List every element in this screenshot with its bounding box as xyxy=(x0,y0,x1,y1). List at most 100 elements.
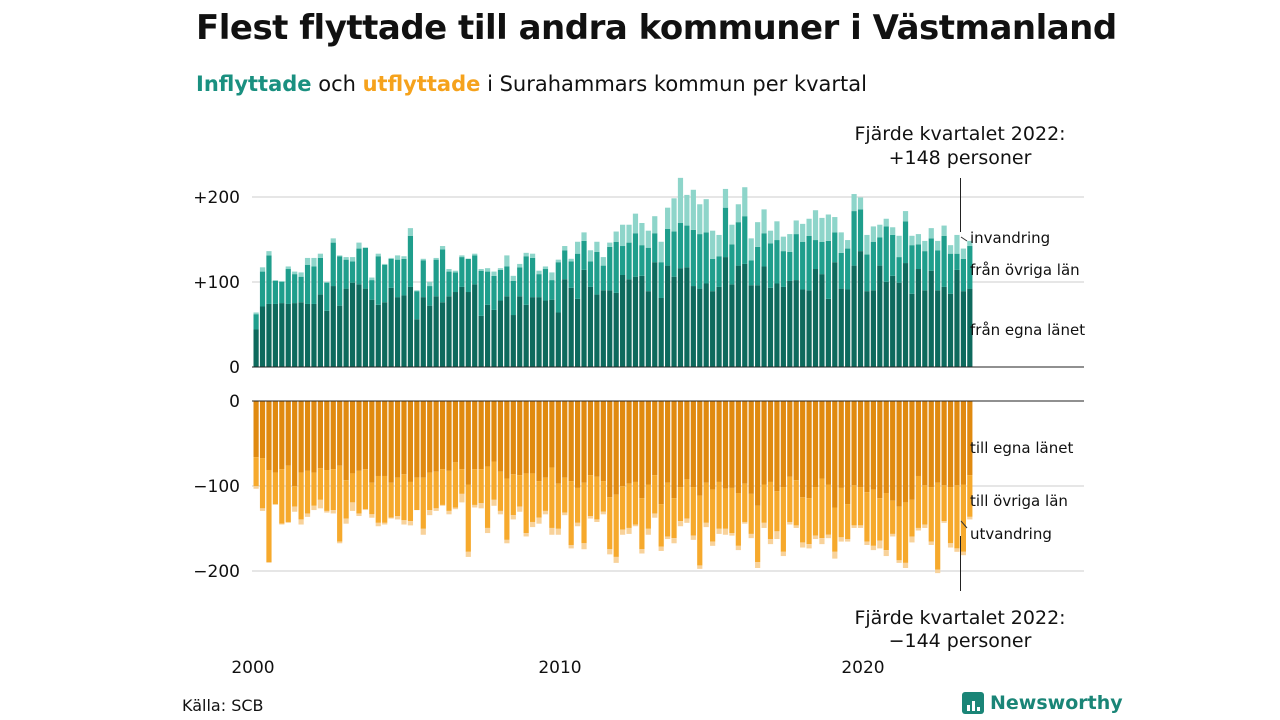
bar-emigration xyxy=(787,521,793,525)
bar-immigration xyxy=(285,266,291,270)
bar-emigration xyxy=(735,545,741,551)
bar-immigration xyxy=(742,187,748,217)
bar-in-own-county xyxy=(272,303,278,367)
bar-immigration xyxy=(870,226,876,242)
y-tick-label-top: 0 xyxy=(229,358,240,378)
bar-in-own-county xyxy=(941,286,947,367)
bar-out-own-county xyxy=(266,401,272,471)
bar-immigration xyxy=(941,225,947,236)
bar-out-other-counties xyxy=(600,481,606,512)
bar-immigration xyxy=(748,238,754,261)
bar-emigration xyxy=(684,518,690,523)
bar-out-own-county xyxy=(600,401,606,482)
bar-in-other-counties xyxy=(742,216,748,264)
bar-emigration xyxy=(343,518,349,524)
bar-out-own-county xyxy=(710,401,716,490)
series-label-top: från egna länet xyxy=(970,321,1085,339)
bar-in-other-counties xyxy=(883,226,889,282)
bar-immigration xyxy=(523,252,529,257)
bar-out-own-county xyxy=(330,401,336,470)
bar-emigration xyxy=(420,528,426,535)
bar-out-other-counties xyxy=(832,507,838,552)
bar-in-own-county xyxy=(607,290,613,367)
bar-immigration xyxy=(292,271,298,275)
bar-immigration xyxy=(575,241,581,254)
bar-in-own-county xyxy=(851,265,857,367)
bar-immigration xyxy=(658,241,664,263)
bar-emigration xyxy=(311,505,317,511)
bar-immigration xyxy=(812,210,819,241)
bar-in-own-county xyxy=(645,291,651,367)
bar-in-own-county xyxy=(420,297,426,367)
bar-immigration xyxy=(510,275,516,281)
bar-immigration xyxy=(259,267,266,272)
bar-in-other-counties xyxy=(825,240,831,299)
bar-emigration xyxy=(510,515,516,520)
bar-emigration xyxy=(523,533,529,537)
bar-in-own-county xyxy=(575,298,581,367)
bar-out-own-county xyxy=(902,401,909,503)
bar-in-own-county xyxy=(896,282,902,367)
bar-out-other-counties xyxy=(504,478,510,540)
bar-out-own-county xyxy=(298,401,304,473)
bar-out-other-counties xyxy=(890,500,896,534)
bar-emigration xyxy=(394,516,401,520)
bar-emigration xyxy=(639,549,645,554)
bar-in-other-counties xyxy=(960,258,966,292)
bar-out-own-county xyxy=(497,401,504,472)
bar-out-own-county xyxy=(947,401,954,488)
bar-in-other-counties xyxy=(272,280,278,304)
bar-immigration xyxy=(337,255,343,257)
bar-in-other-counties xyxy=(349,261,356,283)
bar-in-other-counties xyxy=(857,209,864,252)
bar-emigration xyxy=(266,562,272,563)
bar-in-other-counties xyxy=(292,274,298,304)
bar-emigration xyxy=(587,516,594,519)
bar-emigration xyxy=(677,521,684,527)
bar-immigration xyxy=(401,256,407,259)
bar-out-other-counties xyxy=(722,488,729,529)
bar-in-own-county xyxy=(870,290,876,367)
bar-out-other-counties xyxy=(375,475,381,523)
bar-in-other-counties xyxy=(279,281,285,304)
bar-emigration xyxy=(337,541,343,544)
bar-emigration xyxy=(665,536,671,540)
bar-in-own-county xyxy=(632,276,639,367)
y-tick-label-top: +100 xyxy=(193,273,240,293)
bar-emigration xyxy=(832,551,838,559)
bar-out-own-county xyxy=(845,401,851,505)
bar-out-other-counties xyxy=(710,489,716,542)
bar-in-own-county xyxy=(812,269,819,367)
bar-emigration xyxy=(658,546,664,551)
bar-out-own-county xyxy=(253,401,259,458)
bar-out-other-counties xyxy=(677,487,684,522)
bar-immigration xyxy=(877,224,883,238)
bar-in-other-counties xyxy=(549,280,555,300)
bar-in-own-county xyxy=(755,285,761,367)
bar-out-other-counties xyxy=(446,470,452,511)
bar-emigration xyxy=(375,522,381,527)
bar-emigration xyxy=(722,528,729,535)
bar-in-own-county xyxy=(697,288,703,367)
bar-immigration xyxy=(755,222,761,247)
bar-emigration xyxy=(645,528,651,535)
bar-in-other-counties xyxy=(542,269,549,301)
bar-immigration xyxy=(504,255,510,267)
bar-in-other-counties xyxy=(935,250,941,291)
bar-emigration xyxy=(439,504,446,506)
x-tick-label: 2020 xyxy=(841,658,884,678)
bar-in-own-county xyxy=(671,276,677,367)
bar-in-other-counties xyxy=(330,242,336,287)
bar-in-own-county xyxy=(716,286,722,367)
bar-in-other-counties xyxy=(774,240,780,284)
bar-out-own-county xyxy=(484,401,491,467)
bar-out-other-counties xyxy=(729,487,735,534)
bar-emigration xyxy=(825,534,831,539)
bar-out-own-county xyxy=(787,401,793,477)
bar-out-other-counties xyxy=(819,478,825,539)
bar-out-own-county xyxy=(491,401,497,462)
bar-out-other-counties xyxy=(780,487,786,552)
bar-out-own-county xyxy=(825,401,831,485)
bar-in-other-counties xyxy=(767,243,774,288)
bar-immigration xyxy=(864,234,870,255)
